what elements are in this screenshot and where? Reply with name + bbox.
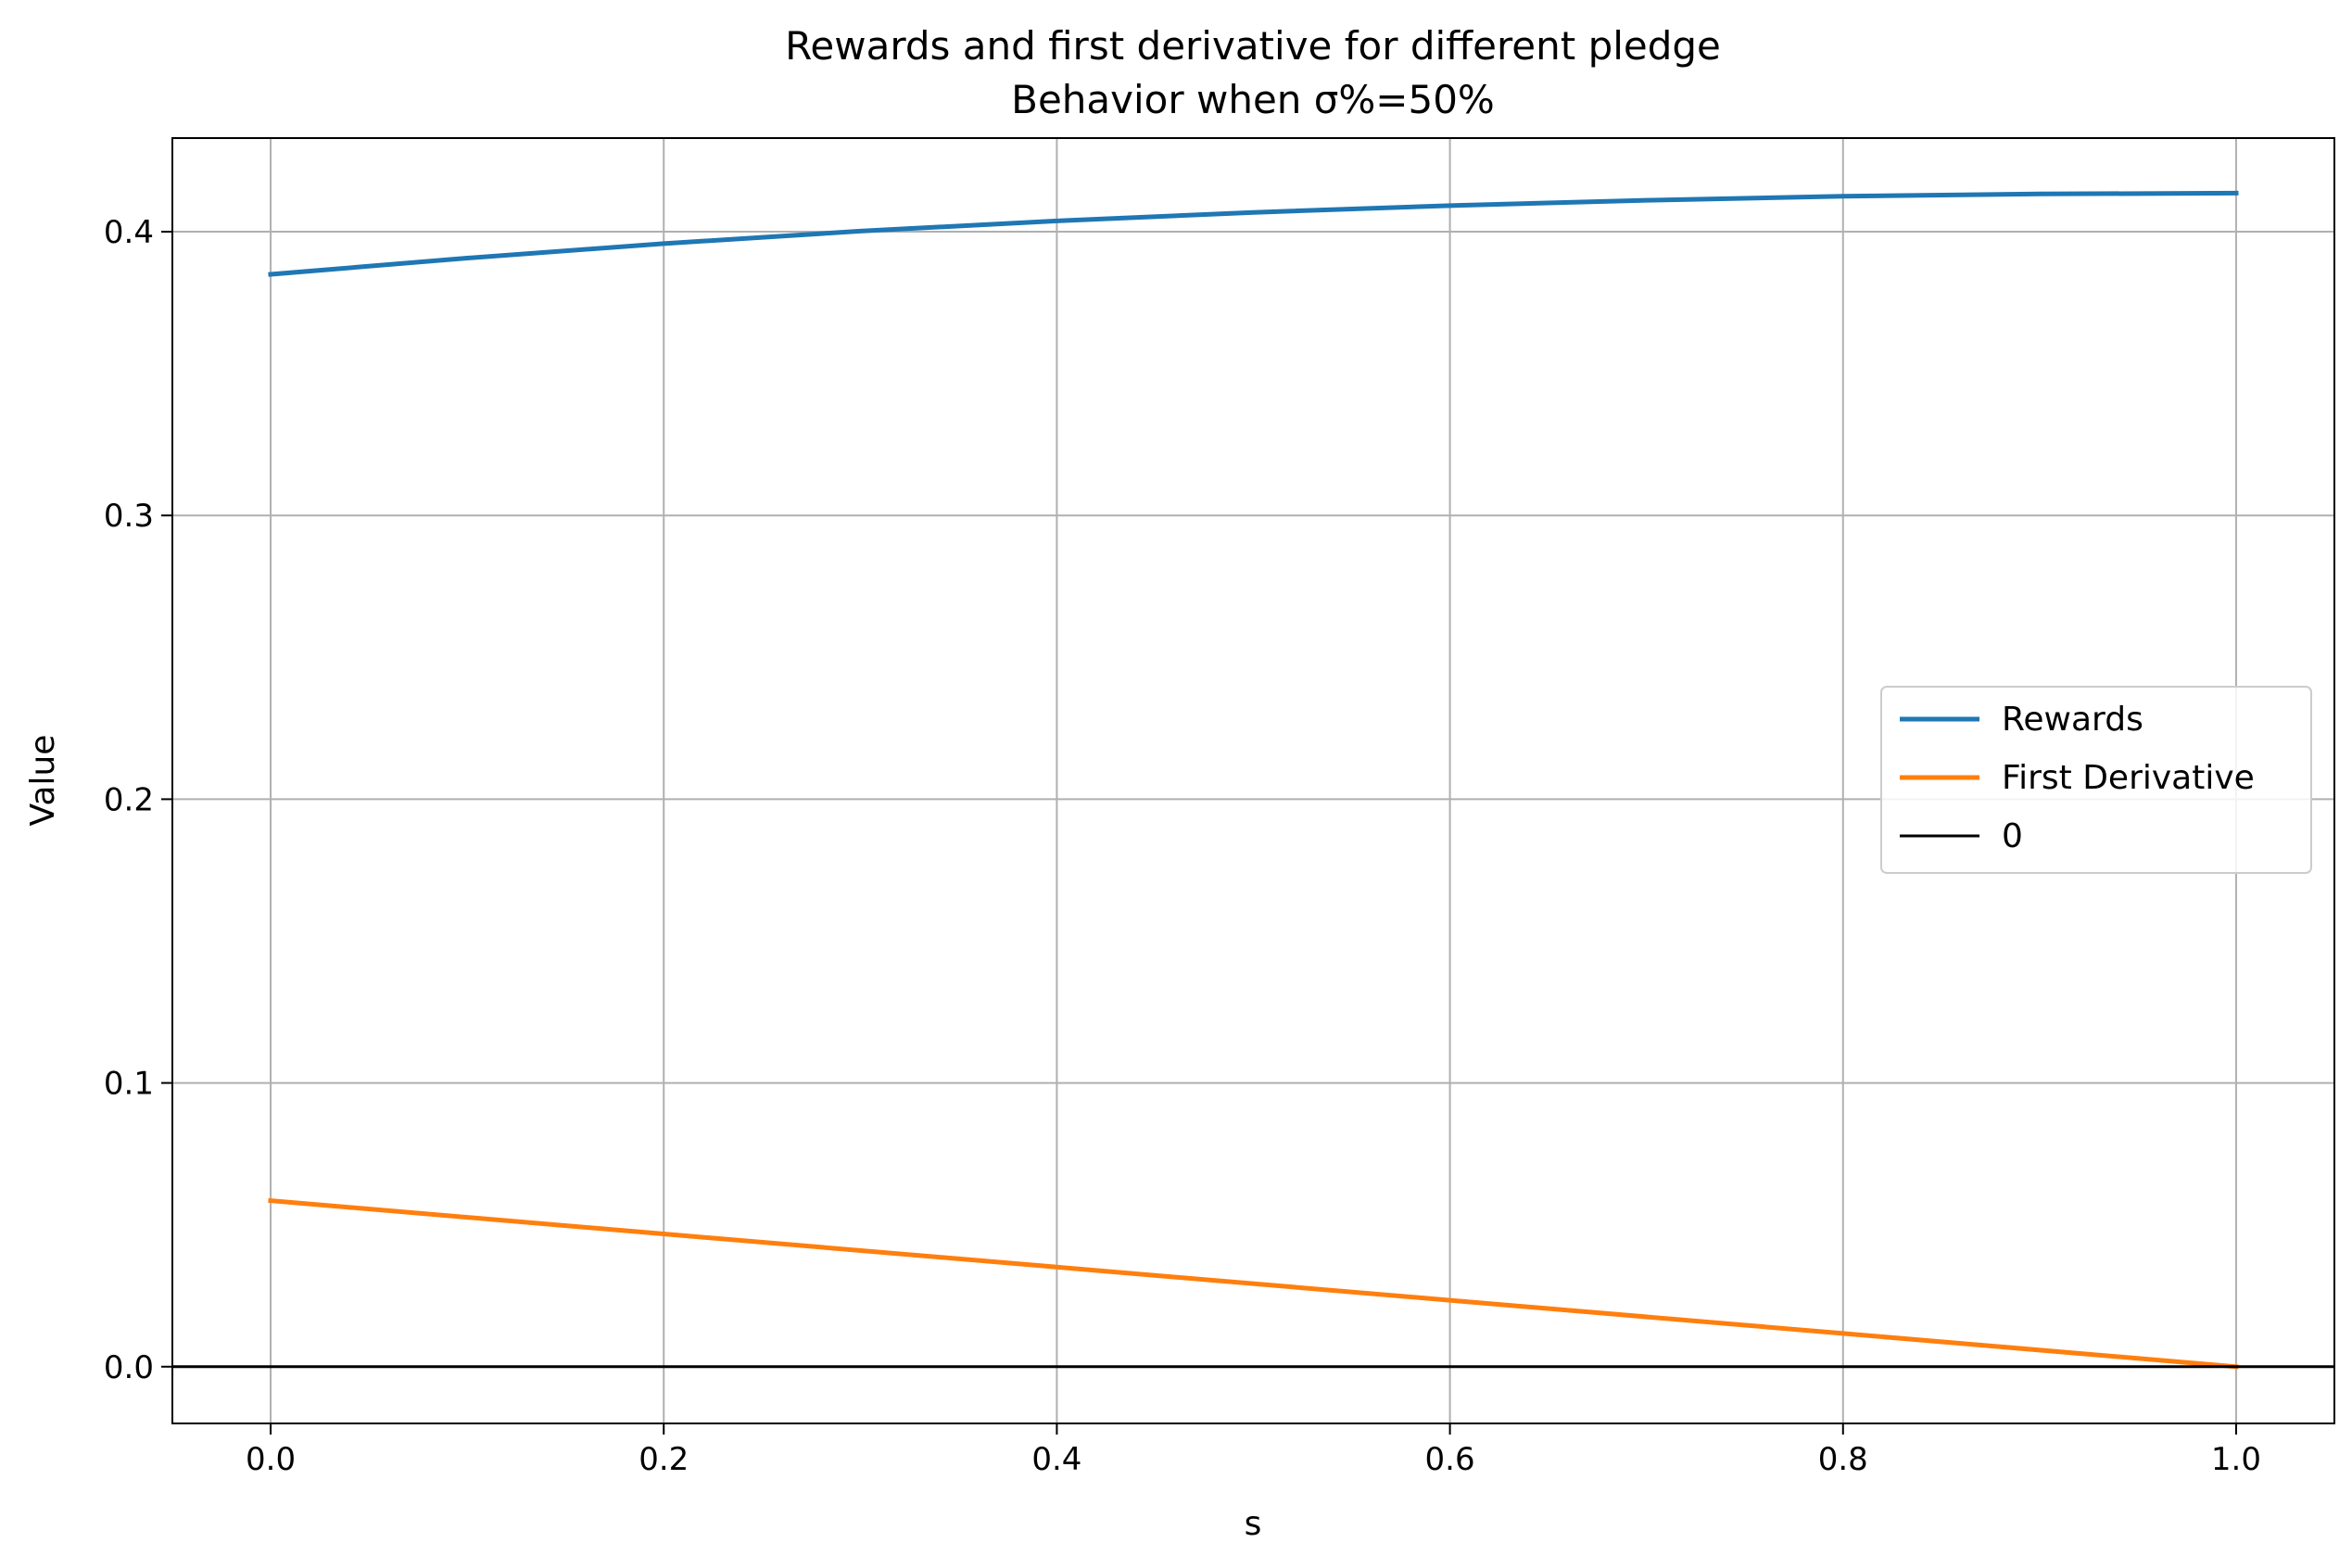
legend-label-0: Rewards xyxy=(2002,701,2143,739)
legend-label-1: First Derivative xyxy=(2002,759,2255,797)
legend: Rewards First Derivative 0 xyxy=(1880,686,2312,874)
y-tick-label: 0.2 xyxy=(104,781,154,818)
x-tick-label: 0.2 xyxy=(639,1441,689,1478)
chart-title: Rewards and first derivative for differe… xyxy=(785,23,1721,69)
series-line-1 xyxy=(268,1197,2239,1370)
x-tick-label: 0.6 xyxy=(1425,1441,1475,1478)
legend-label-2: 0 xyxy=(2002,817,2023,855)
legend-box xyxy=(1880,686,2312,874)
x-axis-label: s xyxy=(1245,1505,1262,1543)
plot-frame xyxy=(171,137,2335,1424)
y-tick-label: 0.3 xyxy=(104,498,154,535)
series-layer xyxy=(172,190,2334,1370)
y-tick-label: 0.4 xyxy=(104,214,154,251)
y-tick-label: 0.0 xyxy=(104,1349,154,1386)
x-tick-label: 0.8 xyxy=(1818,1441,1868,1478)
x-tick-label: 0.0 xyxy=(246,1441,296,1478)
x-tick-label: 0.4 xyxy=(1031,1441,1081,1478)
series-line-0 xyxy=(268,190,2239,277)
chart-subtitle: Behavior when σ%=50% xyxy=(1011,77,1495,122)
x-tick-label: 1.0 xyxy=(2211,1441,2261,1478)
y-tick-label: 0.1 xyxy=(104,1066,154,1103)
y-axis-label: Value xyxy=(24,735,62,827)
ticks: 0.0 0.2 0.4 0.6 0.8 1.0 0.0 0.1 0.2 0.3 0.4 xyxy=(104,214,2261,1478)
